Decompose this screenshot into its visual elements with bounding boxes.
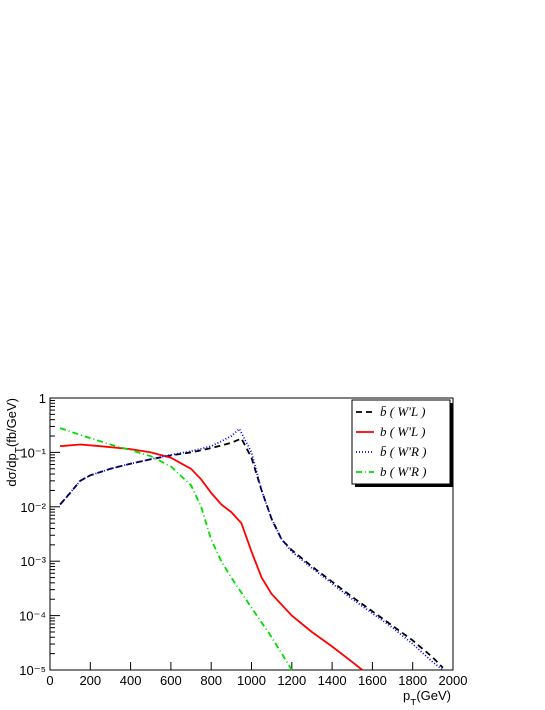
y-axis-title-part: dσ/dp (4, 453, 19, 486)
x-tick-label: 800 (200, 673, 222, 688)
y-tick-label: 10⁻³ (20, 554, 46, 569)
x-tick-label: 400 (120, 673, 142, 688)
x-axis-title-part: (GeV) (416, 688, 451, 703)
legend-box (351, 399, 451, 485)
y-tick-label: 10⁻² (20, 500, 46, 515)
x-axis-title-part: T (410, 698, 416, 706)
x-tick-label: 0 (46, 673, 53, 688)
x-tick-label: 1800 (398, 673, 427, 688)
legend-label: b ( W'L ) (380, 424, 426, 439)
y-tick-label: 10⁻¹ (20, 445, 46, 460)
y-axis-title: dσ/dpT(fb/GeV) (4, 398, 25, 487)
legend-label: b̄ ( W'L ) (380, 404, 426, 419)
x-tick-label: 2000 (439, 673, 468, 688)
x-tick-label: 200 (79, 673, 101, 688)
series-line (59, 427, 444, 671)
x-tick-label: 1200 (277, 673, 306, 688)
y-axis-title-part: T (14, 447, 25, 453)
x-tick-label: 1600 (358, 673, 387, 688)
x-axis-title: pT(GeV) (403, 688, 451, 705)
series-line (60, 443, 363, 671)
y-tick-label: 1 (39, 391, 46, 406)
x-tick-label: 600 (160, 673, 182, 688)
x-tick-label: 1400 (318, 673, 347, 688)
y-tick-label: 10⁻⁴ (19, 609, 46, 624)
y-axis-title-part: (fb/GeV) (4, 398, 19, 447)
x-tick-label: 1000 (237, 673, 266, 688)
x-axis-title-part: p (403, 688, 410, 703)
legend-label: b̄ ( W'R ) (380, 444, 426, 459)
legend-label: b ( W'R ) (380, 464, 426, 479)
y-tick-label: 10⁻⁵ (19, 663, 46, 678)
